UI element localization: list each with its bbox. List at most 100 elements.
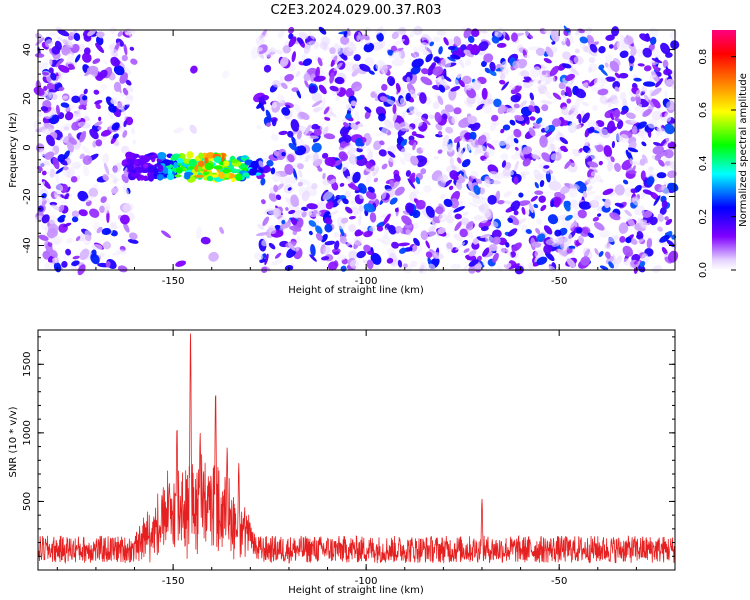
heatmap-blob <box>329 85 339 92</box>
heatmap-blob <box>111 252 121 256</box>
heatmap-blob <box>292 168 298 181</box>
heatmap-blob <box>413 25 423 36</box>
heatmap-blob <box>637 219 648 224</box>
heatmap-blob <box>67 35 74 41</box>
heatmap-blob <box>551 75 556 82</box>
heatmap-signal-blob <box>126 158 132 164</box>
heatmap-blob <box>263 64 272 73</box>
heatmap-blob <box>110 56 120 67</box>
heatmap-blob <box>113 65 125 76</box>
heatmap-blob <box>265 109 272 121</box>
heatmap-blob <box>607 156 612 164</box>
heatmap-blob <box>331 181 339 191</box>
heatmap-blob <box>626 217 636 228</box>
snr-y-label: SNR (10 * v/v) <box>8 406 19 477</box>
heatmap-blob <box>311 182 318 190</box>
heatmap-blob <box>329 178 337 185</box>
heatmap-blob <box>105 261 111 268</box>
heatmap-blob <box>288 209 296 215</box>
heatmap-blob <box>108 104 117 113</box>
heatmap-blob <box>222 70 230 79</box>
heatmap-blob <box>363 42 375 53</box>
heatmap-blob <box>567 162 578 173</box>
heatmap-blob <box>482 209 491 218</box>
heatmap-blob <box>58 204 65 213</box>
heatmap-signal-blob <box>134 161 139 165</box>
heatmap-blob <box>647 129 652 138</box>
heatmap-blob <box>610 156 615 163</box>
heatmap-blob <box>586 176 596 185</box>
heatmap-blob <box>592 104 598 112</box>
heatmap-blob <box>590 171 596 177</box>
heatmap-blob <box>605 54 612 63</box>
y-tick-label: -40 <box>22 237 33 253</box>
heatmap-blob <box>550 29 560 42</box>
heatmap-blob <box>52 235 63 245</box>
heatmap-blob <box>425 251 433 258</box>
heatmap-blob <box>306 135 319 140</box>
heatmap-blob <box>410 65 421 75</box>
heatmap-blob <box>651 49 661 59</box>
heatmap-blob <box>364 56 375 67</box>
heatmap-blob <box>310 244 316 257</box>
y-tick-label: 1500 <box>22 352 33 377</box>
heatmap-blob <box>578 235 584 244</box>
heatmap-blob <box>66 237 73 244</box>
heatmap-blob <box>466 84 472 91</box>
heatmap-blob <box>84 116 90 122</box>
heatmap-blob <box>489 220 499 228</box>
heatmap-blob <box>604 62 609 68</box>
heatmap-blob <box>479 30 488 34</box>
heatmap-blob <box>339 182 345 187</box>
heatmap-blob <box>295 138 302 147</box>
heatmap-blob <box>641 221 649 229</box>
heatmap-blob <box>48 238 53 243</box>
heatmap-blob <box>543 244 552 255</box>
heatmap-blob <box>423 184 432 193</box>
heatmap-blob <box>522 158 531 167</box>
heatmap-blob <box>512 60 520 69</box>
heatmap-blob <box>650 87 662 97</box>
heatmap-blob <box>121 107 127 117</box>
heatmap-blob <box>629 119 638 124</box>
heatmap-blob <box>293 103 302 113</box>
heatmap-blob <box>275 49 283 55</box>
heatmap-blob <box>315 232 323 241</box>
heatmap-blob <box>366 259 374 270</box>
heatmap-signal-blob <box>250 160 259 169</box>
heatmap-blob <box>298 169 303 178</box>
heatmap-blob <box>394 207 399 213</box>
heatmap-blob <box>543 225 553 235</box>
heatmap-blob <box>122 130 128 138</box>
heatmap-blob <box>299 178 311 186</box>
heatmap-blob <box>641 141 647 147</box>
heatmap-blob <box>332 159 343 167</box>
heatmap-blob <box>408 104 419 115</box>
heatmap-blob <box>503 190 512 198</box>
heatmap-blob <box>317 57 323 67</box>
heatmap-blob <box>463 172 468 180</box>
heatmap-blob <box>636 237 645 244</box>
heatmap-blob <box>123 120 127 128</box>
heatmap-blob <box>276 183 284 191</box>
heatmap-signal-blob <box>176 158 184 164</box>
heatmap-blob <box>564 160 572 170</box>
heatmap-blob <box>613 99 620 106</box>
heatmap-blob <box>559 137 569 145</box>
heatmap-blob <box>554 229 562 237</box>
heatmap-blob <box>604 243 612 250</box>
heatmap-blob <box>578 201 592 210</box>
heatmap-blob <box>358 205 364 212</box>
heatmap-blob <box>72 255 80 260</box>
heatmap-blob <box>434 111 442 123</box>
heatmap-blob <box>454 213 462 220</box>
heatmap-blob <box>318 84 327 95</box>
heatmap-blob <box>623 35 634 45</box>
heatmap-blob <box>451 115 458 124</box>
heatmap-blob <box>308 220 317 227</box>
heatmap-blob <box>64 193 70 200</box>
heatmap-blob <box>63 105 76 112</box>
heatmap-blob <box>648 99 655 108</box>
heatmap-blob <box>297 163 304 170</box>
heatmap-blob <box>348 224 357 232</box>
